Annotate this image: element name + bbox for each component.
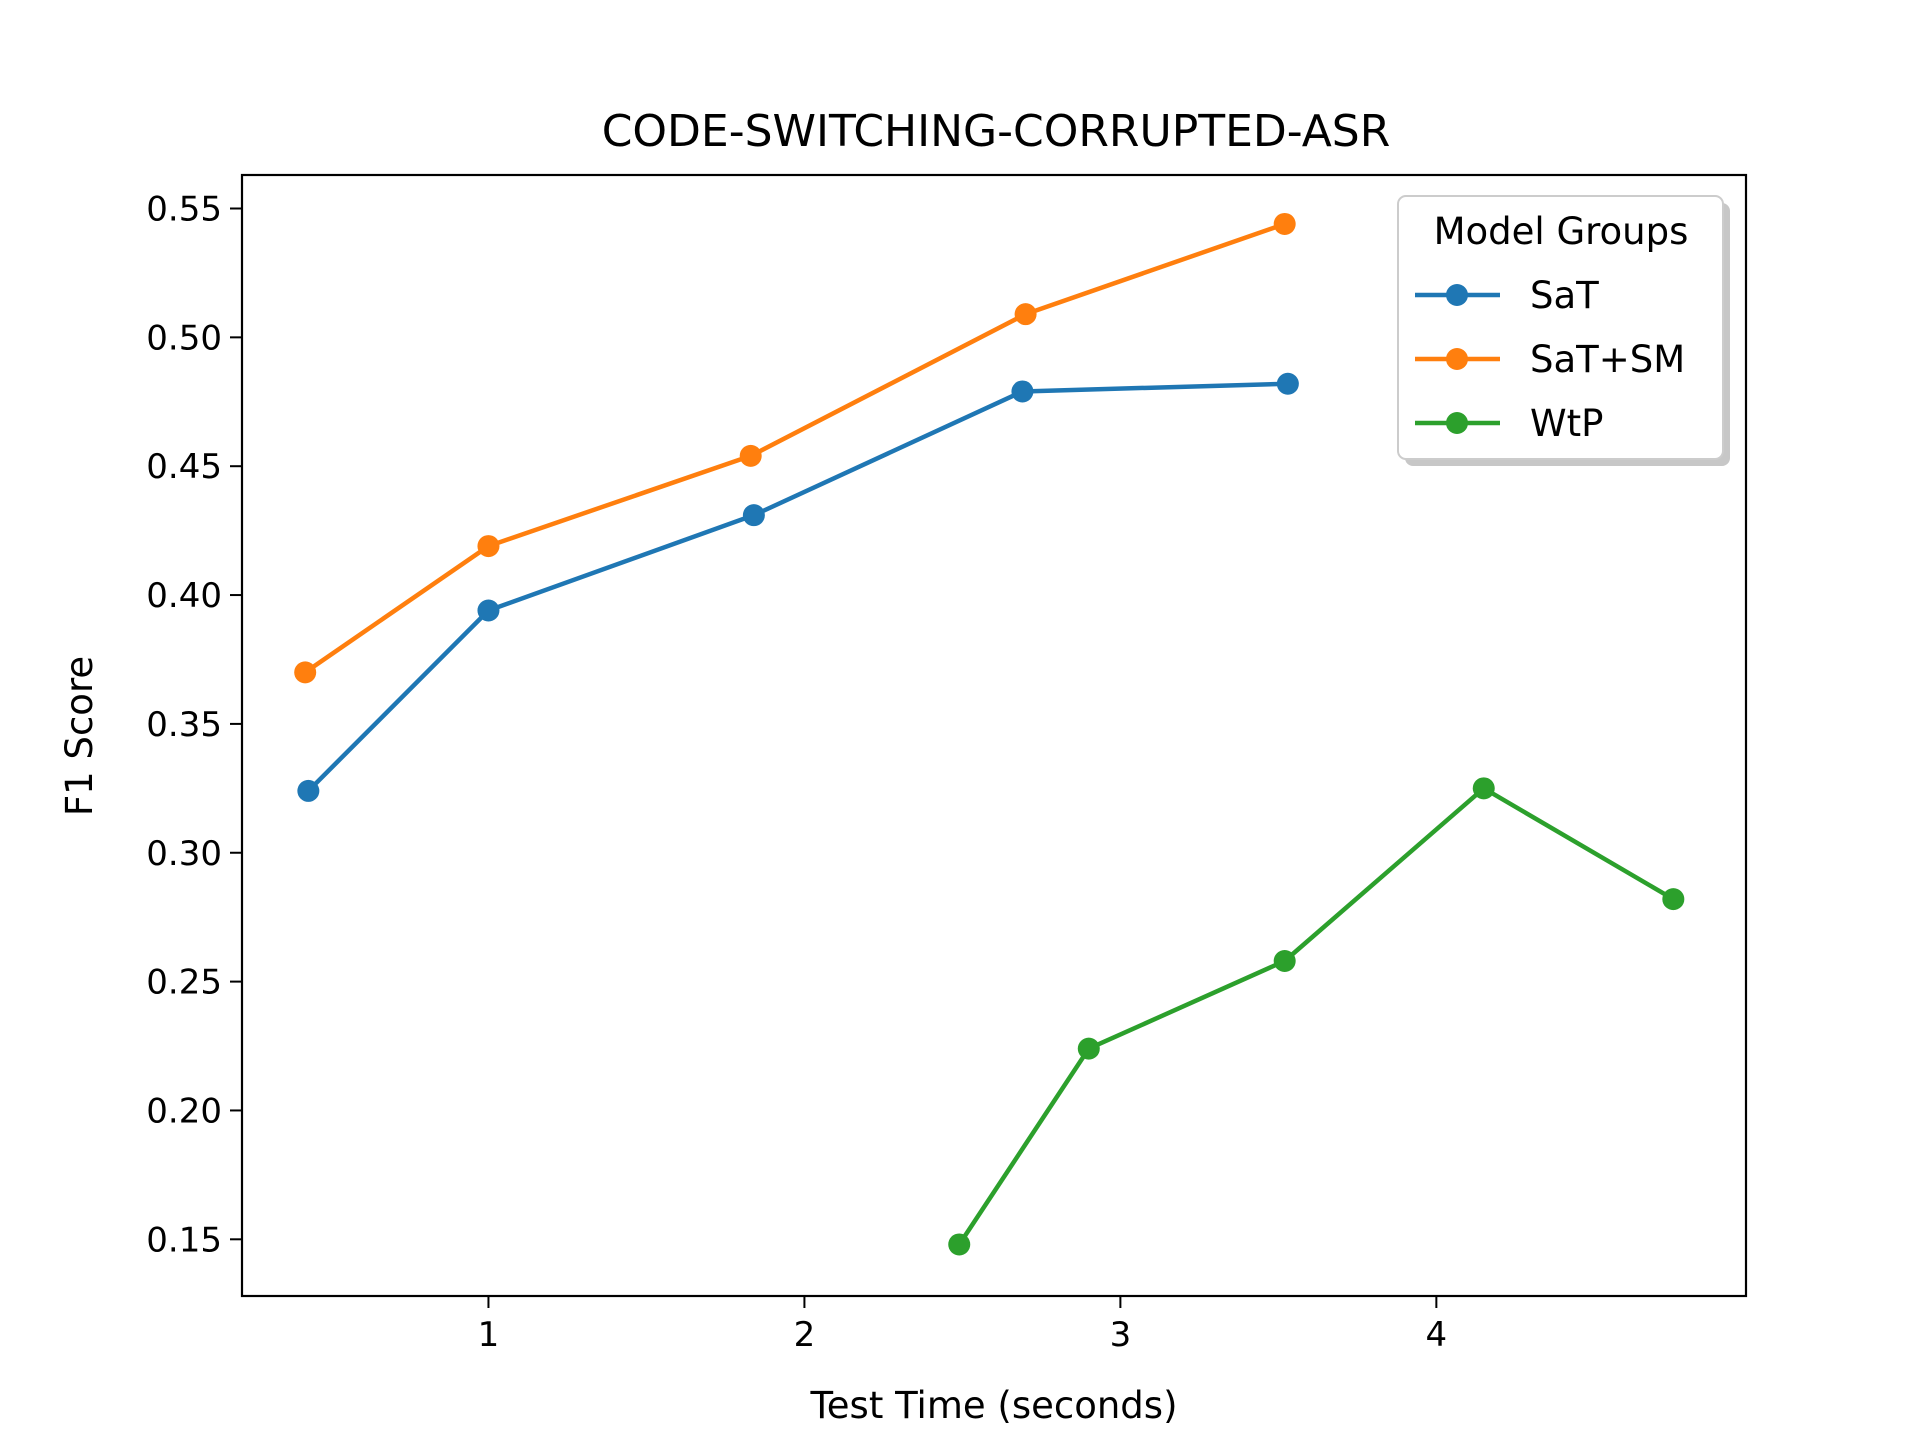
x-tick-label: 3 — [1110, 1315, 1132, 1355]
y-tick-label: 0.50 — [146, 318, 222, 358]
data-point-sat — [1276, 372, 1299, 395]
legend: Model Groups SaT SaT+SM WtP — [1397, 195, 1730, 466]
data-point-sat-sm — [739, 444, 762, 467]
data-point-wtp — [1472, 777, 1495, 800]
data-point-wtp — [1662, 888, 1685, 911]
legend-label-sat: SaT — [1530, 274, 1599, 317]
data-point-wtp — [1077, 1037, 1100, 1060]
data-point-sat — [1011, 380, 1034, 403]
y-tick-label: 0.55 — [146, 190, 222, 230]
y-axis-label: F1 Score — [58, 656, 101, 816]
series-line-sat-sm — [303, 221, 1286, 675]
y-axis: 0.15 0.20 0.25 0.30 0.35 0.40 0.45 0.50 0.55 — [146, 190, 242, 1260]
y-tick-label: 0.20 — [146, 1091, 222, 1131]
y-tick-label: 0.15 — [146, 1220, 222, 1260]
x-tick-label: 2 — [794, 1315, 816, 1355]
data-point-sat-sm — [1014, 303, 1037, 326]
x-axis: 1 2 3 4 — [478, 1296, 1448, 1355]
data-point-sat-sm — [477, 535, 500, 558]
series-line-sat — [306, 381, 1288, 793]
data-point-sat — [297, 779, 320, 802]
series-layer — [294, 212, 1685, 1256]
data-point-sat — [742, 504, 765, 527]
y-tick-label: 0.40 — [146, 576, 222, 616]
data-point-sat-sm — [1273, 212, 1296, 235]
legend-box — [1397, 195, 1724, 460]
legend-label-sat-sm: SaT+SM — [1530, 338, 1685, 381]
x-tick-label: 1 — [478, 1315, 500, 1355]
data-point-wtp — [948, 1233, 971, 1256]
data-point-wtp — [1273, 949, 1296, 972]
y-tick-label: 0.45 — [146, 447, 222, 487]
data-point-sat — [477, 599, 500, 622]
y-tick-label: 0.25 — [146, 963, 222, 1003]
x-axis-label: Test Time (seconds) — [809, 1384, 1177, 1427]
legend-marker-sat-sm — [1446, 348, 1468, 370]
series-line-wtp — [957, 786, 1675, 1246]
legend-entries: SaT SaT+SM WtP — [1415, 274, 1685, 445]
legend-label-wtp: WtP — [1530, 402, 1603, 445]
legend-marker-wtp — [1446, 412, 1468, 434]
data-point-sat-sm — [294, 661, 317, 684]
legend-marker-sat — [1446, 284, 1468, 306]
legend-title: Model Groups — [1434, 210, 1689, 253]
y-tick-label: 0.30 — [146, 834, 222, 874]
plot-area — [240, 173, 1748, 1298]
chart-title: CODE-SWITCHING-CORRUPTED-ASR — [602, 106, 1391, 157]
y-tick-label: 0.35 — [146, 705, 222, 745]
x-tick-label: 4 — [1426, 1315, 1448, 1355]
